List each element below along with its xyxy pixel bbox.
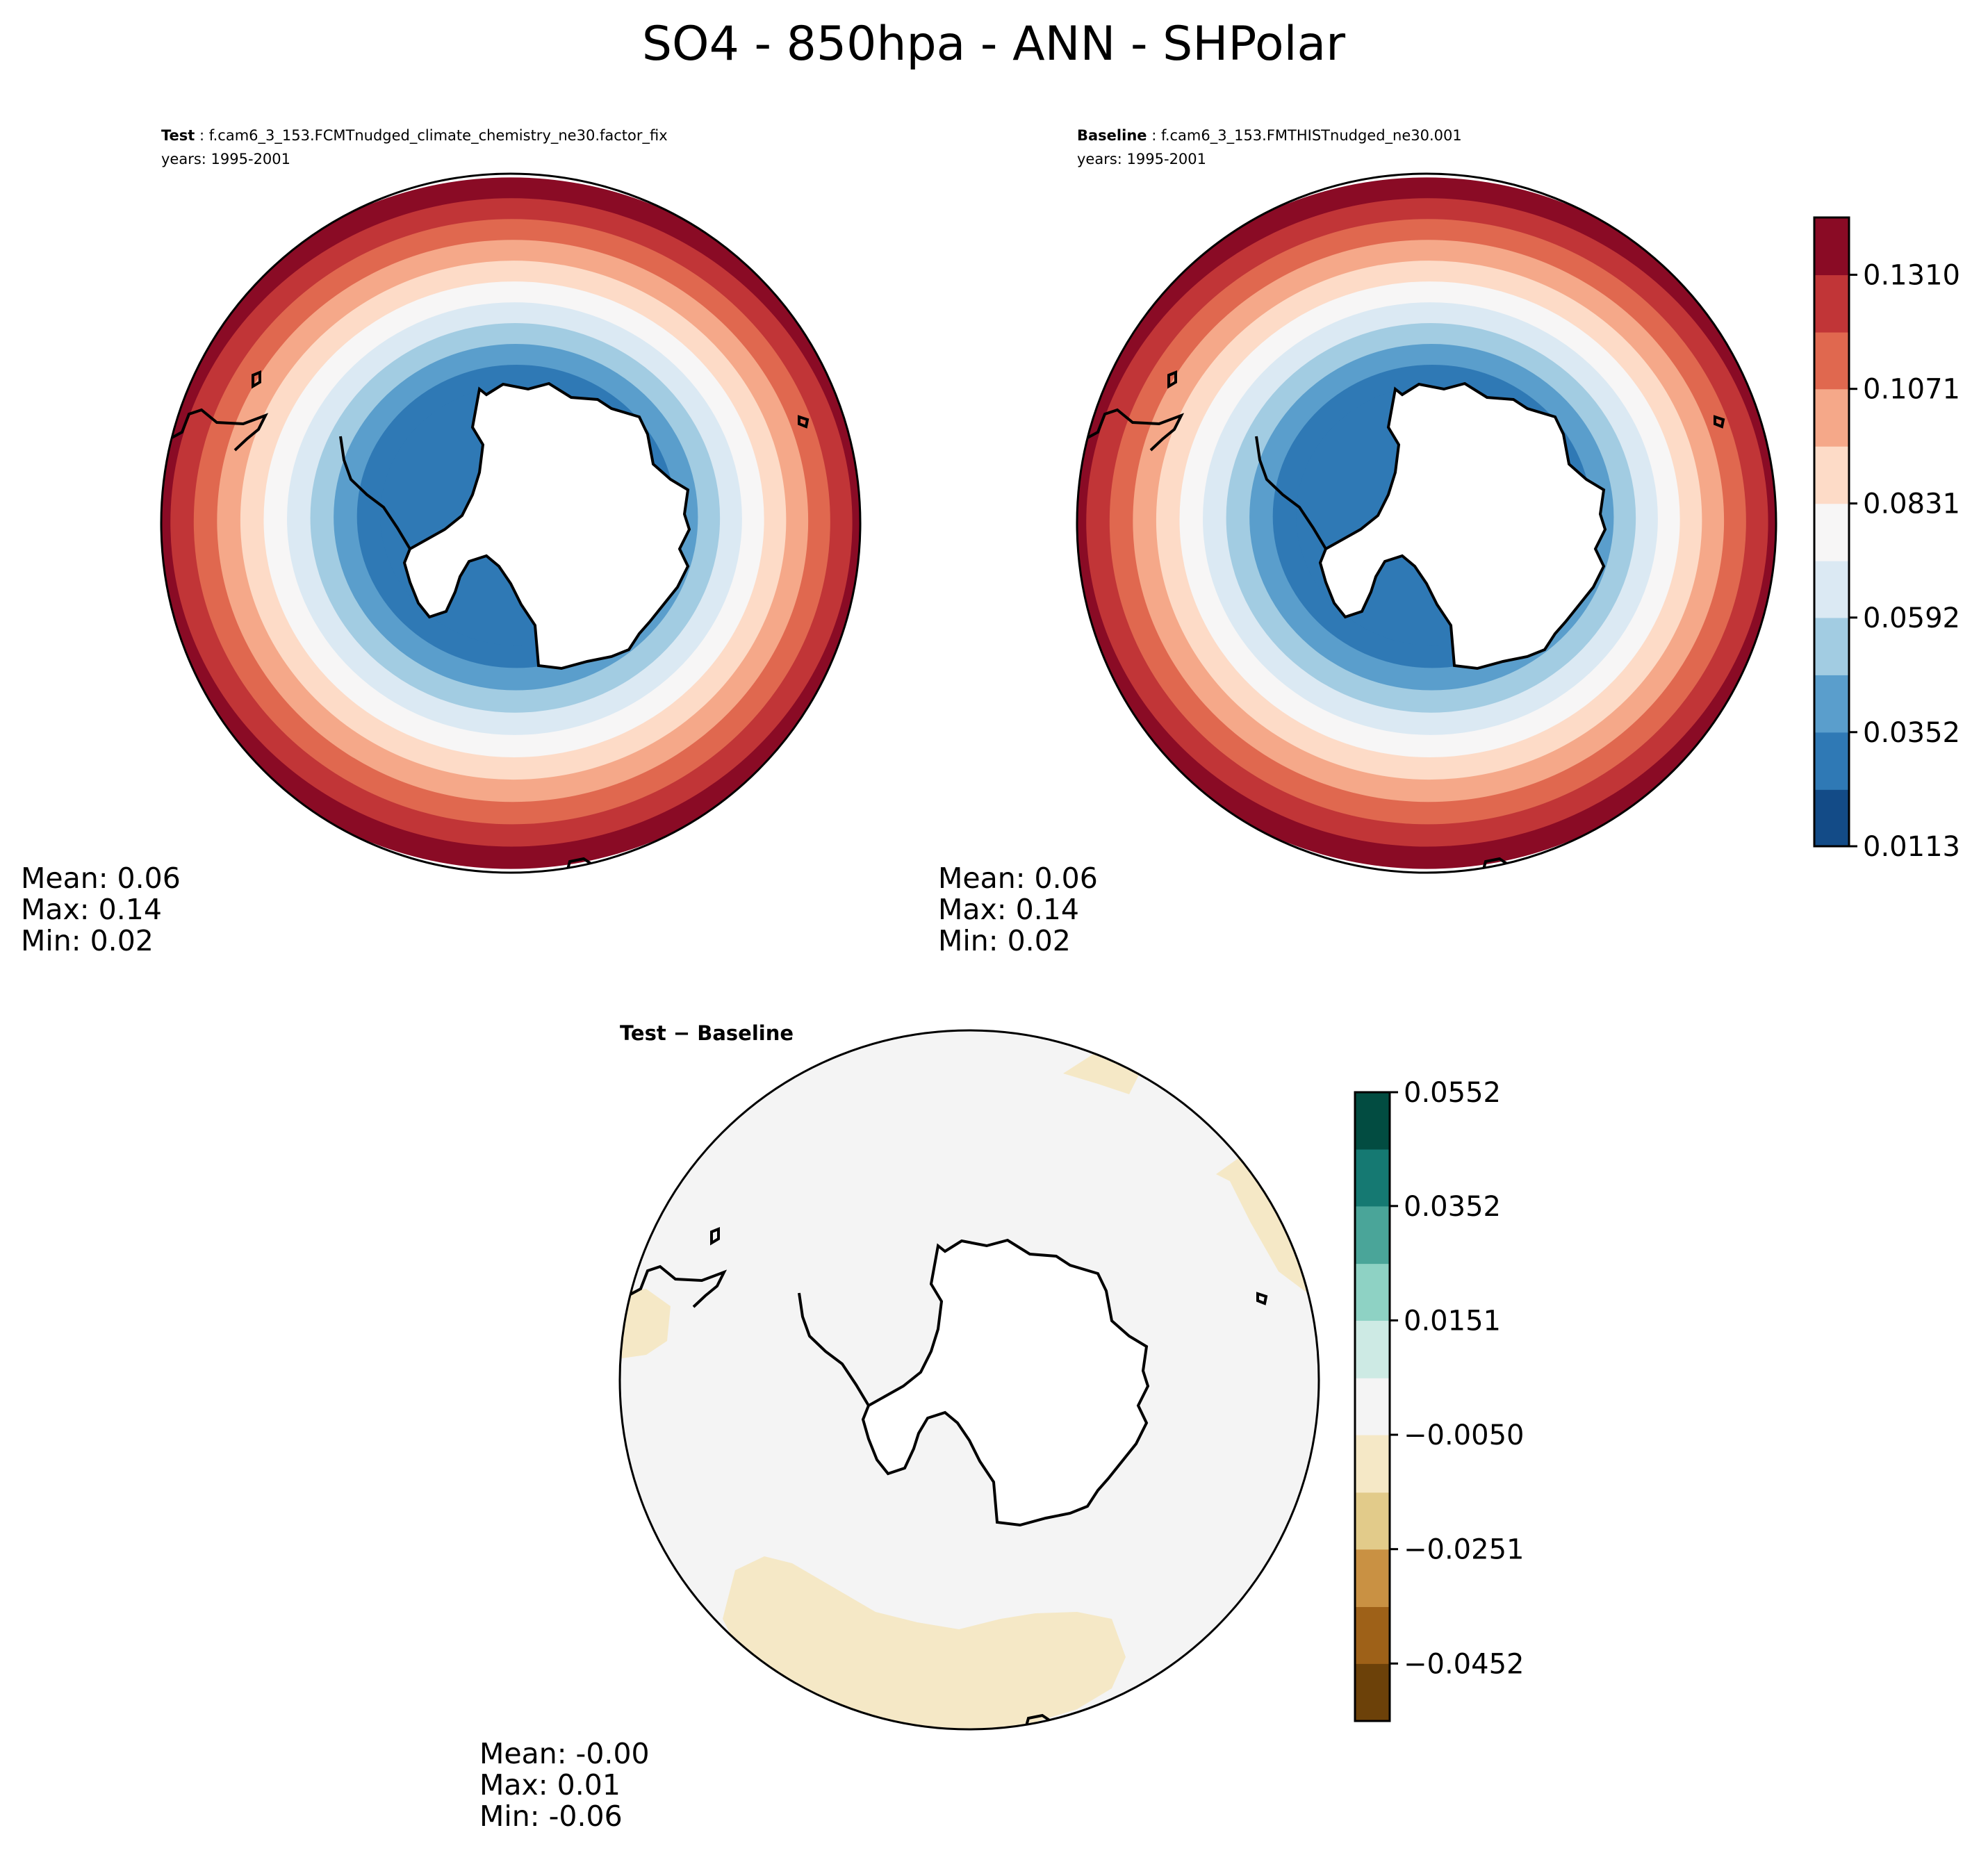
main-colorbar-swatch-6 [1814,446,1849,504]
diff-peninsula [798,1292,870,1407]
diff-max: Max: 0.01 [479,1768,621,1802]
diff-colorbar-swatch-9 [1355,1148,1390,1207]
diff-colorbar-swatch-6 [1355,1320,1390,1378]
main-colorbar-swatch-4 [1814,561,1849,618]
main-colorbar-swatch-8 [1814,331,1849,390]
main-colorbar-tick-label-3: 0.0831 [1863,488,1960,520]
diff-colorbar-tick-label-0: −0.0452 [1404,1648,1524,1680]
main-colorbar-swatch-5 [1814,503,1849,561]
baseline-separator: : [1147,127,1161,144]
main-colorbar-tick-label-5: 0.1310 [1863,259,1960,291]
baseline-falklands [1167,370,1177,389]
test-map [161,177,860,873]
diff-mean: Mean: -0.00 [479,1737,650,1770]
main-colorbar-tick-label-4: 0.1071 [1863,374,1960,406]
diff-colorbar-swatch-7 [1355,1263,1390,1321]
diff-colorbar-swatch-0 [1355,1663,1390,1722]
diff-island-right [1256,1292,1268,1306]
baseline-subtitle: Baseline : f.cam6_3_153.FMTHISTnudged_ne… [1077,127,1462,145]
diff-boundary [618,1029,1320,1731]
diff-colorbar-swatch-10 [1355,1092,1390,1150]
diff-south-america [622,1265,728,1308]
main-colorbar-swatch-10 [1814,217,1849,276]
diff-colorbar-tick-label-4: 0.0352 [1404,1191,1501,1223]
diff-colorbar-frame [1354,1091,1391,1722]
baseline-map [1077,177,1776,873]
diff-patch-south [723,1556,1126,1729]
diff-colorbar-tick-label-2: −0.0050 [1404,1419,1524,1451]
main-colorbar-swatch-3 [1814,617,1849,675]
diff-colorbar-tick-label-5: 0.0552 [1404,1077,1501,1109]
diff-panel: Test − Baseline Mean: -0.00 Max: 0.01 Mi… [479,1021,1320,1833]
test-min: Min: 0.02 [21,924,154,957]
diff-colorbar-tick-label-1: −0.0251 [1404,1534,1524,1566]
diff-min: Min: -0.06 [479,1800,623,1833]
test-antarctica [402,381,691,670]
main-colorbar-swatch-9 [1814,274,1849,333]
test-max: Max: 0.14 [21,893,162,926]
diff-falklands [710,1227,720,1246]
baseline-case: f.cam6_3_153.FMTHISTnudged_ne30.001 [1161,127,1462,145]
test-years: years: 1995-2001 [161,151,290,167]
diff-colorbar-swatch-4 [1355,1435,1390,1493]
test-south-america [163,408,269,452]
test-panel: Test : f.cam6_3_153.FCMTnudged_climate_c… [21,127,862,957]
test-case: f.cam6_3_153.FCMTnudged_climate_chemistr… [209,127,668,145]
baseline-boundary [1076,172,1777,874]
test-mean: Mean: 0.06 [21,862,181,895]
main-colorbar-swatch-1 [1814,732,1849,790]
baseline-mean: Mean: 0.06 [938,862,1098,895]
main-colorbar-tick-label-1: 0.0352 [1863,717,1960,749]
baseline-peninsula [1255,436,1327,550]
diff-antarctica [861,1238,1150,1527]
main-colorbar-tick-label-0: 0.0113 [1863,831,1960,863]
baseline-min: Min: 0.02 [938,924,1071,957]
main-colorbar-frame [1813,216,1850,848]
test-separator: : [195,127,208,144]
main-colorbar-swatch-0 [1814,789,1849,847]
test-falklands [252,370,261,389]
baseline-label: Baseline [1077,127,1147,144]
diff-colorbar-tick-label-3: 0.0151 [1404,1305,1501,1337]
baseline-max: Max: 0.14 [938,893,1079,926]
main-colorbar-swatch-2 [1814,675,1849,733]
baseline-antarctica [1318,381,1607,670]
diff-colorbar-swatch-8 [1355,1205,1390,1265]
diff-colorbar-swatch-5 [1355,1378,1390,1435]
baseline-panel: Baseline : f.cam6_3_153.FMTHISTnudged_ne… [938,127,1777,957]
test-label: Test [161,127,195,144]
test-subtitle: Test : f.cam6_3_153.FCMTnudged_climate_c… [161,127,668,145]
baseline-south-america [1079,408,1185,452]
baseline-years: years: 1995-2001 [1077,151,1206,167]
diff-patch-west [620,1289,671,1358]
figure-title: SO4 - 850hpa - ANN - SHPolar [642,17,1345,72]
test-boundary [160,172,862,874]
test-peninsula [339,436,411,550]
baseline-island-right [1714,415,1725,429]
diff-map [620,1030,1319,1729]
main-colorbar-swatch-7 [1814,388,1849,447]
diff-title: Test − Baseline [620,1021,794,1045]
main-colorbar: 0.0113 0.0352 0.0592 0.0831 0.1071 0.1310 [1813,216,1960,863]
diff-colorbar: −0.0452 −0.0251 −0.0050 0.0151 0.0352 0.0552 [1354,1077,1524,1722]
diff-colorbar-swatch-1 [1355,1606,1390,1664]
diff-colorbar-swatch-3 [1355,1492,1390,1550]
diff-colorbar-swatch-2 [1355,1549,1390,1607]
test-island-right [798,415,810,429]
main-colorbar-tick-label-2: 0.0592 [1863,602,1960,634]
